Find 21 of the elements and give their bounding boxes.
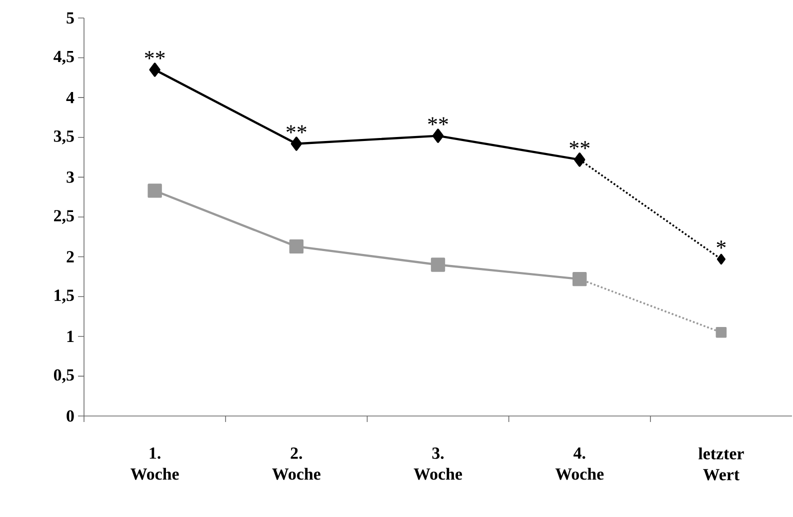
x-tick-label: letzter Wert	[698, 448, 744, 480]
y-tick-label: 3,5	[54, 130, 74, 144]
annotation: **	[144, 51, 165, 60]
x-tick-label: 1. Woche	[130, 448, 179, 480]
y-tick-label: 5	[66, 12, 74, 24]
y-tick-label: 2,5	[54, 210, 74, 224]
y-tick-label: 3	[66, 171, 74, 183]
y-tick-label: 0,5	[54, 369, 74, 384]
x-tick-label: 2. Woche	[272, 448, 320, 480]
y-tick-label: 2	[66, 251, 74, 262]
y-tick-label: 4	[66, 92, 74, 104]
y-tick-label: 1	[67, 330, 74, 342]
annotation: **	[570, 141, 590, 150]
annotation: *	[716, 240, 726, 249]
annotation: **	[428, 117, 448, 126]
x-tick-label: 3. Woche	[414, 448, 462, 480]
x-tick-label: 4. Woche	[555, 448, 604, 480]
y-tick-label: 0	[66, 410, 74, 422]
y-tick-label: 4,5	[54, 50, 74, 65]
y-tick-label: 1,5	[54, 290, 74, 304]
annotation: **	[286, 125, 306, 134]
